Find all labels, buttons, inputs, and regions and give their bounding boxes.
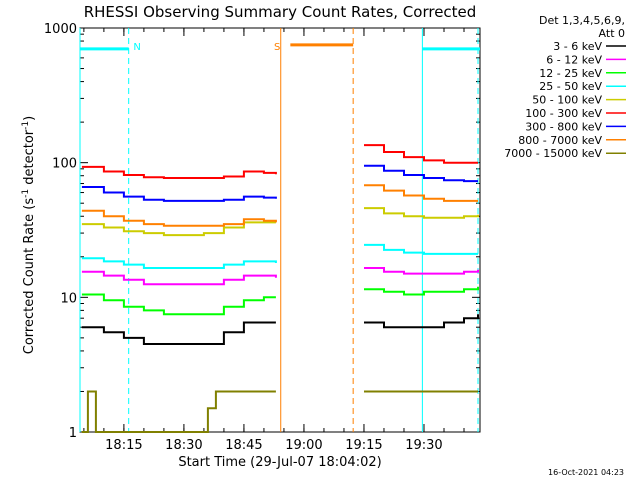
series-line <box>81 293 276 316</box>
state-flag-label: N <box>133 42 140 53</box>
x-tick-label: 19:15 <box>345 438 382 453</box>
legend-label: 7000 - 15000 keV <box>504 147 602 160</box>
y-tick-label: 10 <box>60 291 77 306</box>
legend-label: 25 - 50 keV <box>539 80 602 93</box>
series-line <box>364 184 478 202</box>
x-tick-label: 19:30 <box>405 438 442 453</box>
series-line <box>81 186 277 202</box>
series-line <box>364 207 479 219</box>
state-flag-label: S <box>274 42 280 53</box>
legend-label: 800 - 7000 keV <box>518 134 602 147</box>
y-tick-label: 100 <box>52 157 77 172</box>
series-line <box>81 321 276 345</box>
chart-title: RHESSI Observing Summary Count Rates, Co… <box>84 3 477 21</box>
legend-label: 6 - 12 keV <box>546 53 602 66</box>
series-line <box>364 164 478 183</box>
y-tick-label: 1000 <box>44 22 77 37</box>
x-tick-label: 18:45 <box>225 438 262 453</box>
series-line <box>364 243 478 255</box>
legend-label: 12 - 25 keV <box>539 67 602 80</box>
x-tick-label: 18:30 <box>165 438 202 453</box>
x-axis-label: Start Time (29-Jul-07 18:04:02) <box>178 455 381 470</box>
plot-frame <box>79 27 481 433</box>
x-tick-label: 18:15 <box>105 438 142 453</box>
legend-label: 3 - 6 keV <box>553 40 602 53</box>
legend-label: 100 - 300 keV <box>525 107 602 120</box>
plot-area: 1000 100 10 1 18:15 18:30 18:45 19:00 19:15 19:30… <box>44 22 481 453</box>
legend-label: 50 - 100 keV <box>532 94 602 107</box>
series-line <box>81 270 277 286</box>
series-line <box>81 390 276 433</box>
series-line <box>364 286 479 296</box>
series-line <box>81 165 277 179</box>
y-tick-label: 1 <box>69 426 77 441</box>
x-tick-label: 19:00 <box>285 438 322 453</box>
y-axis-label: Corrected Count Rate (s-1 detector-1) <box>21 116 37 354</box>
legend-header: Det 1,3,4,5,6,9, <box>539 14 625 27</box>
series-line <box>81 221 276 237</box>
footer-timestamp: 16-Oct-2021 04:23 <box>548 468 624 477</box>
legend-header: Att 0 <box>599 27 625 40</box>
series-line <box>364 267 479 275</box>
series-line <box>364 144 478 164</box>
series-line <box>364 314 479 329</box>
legend-label: 300 - 800 keV <box>525 120 602 133</box>
series-line <box>81 257 277 269</box>
series-line <box>81 209 277 227</box>
